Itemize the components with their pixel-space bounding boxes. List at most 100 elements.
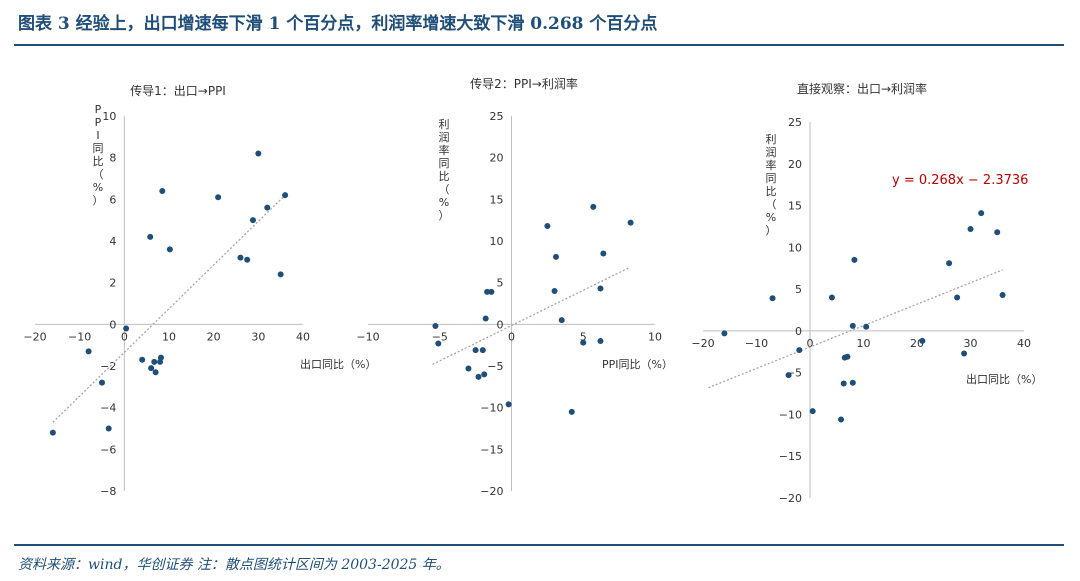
data-point: [840, 380, 847, 387]
data-point: [147, 233, 154, 240]
chart-title: 传导1：出口→PPI: [130, 83, 226, 98]
data-point: [255, 150, 262, 157]
x-tick-label: −5: [432, 330, 448, 343]
data-point: [721, 330, 728, 337]
data-point: [999, 291, 1006, 298]
data-point: [967, 225, 974, 232]
data-point: [481, 371, 488, 378]
data-point: [475, 373, 482, 380]
data-point: [994, 229, 1001, 236]
x-tick-label: −20: [23, 330, 46, 343]
y-tick-label: 0: [109, 318, 116, 331]
y-tick-label: −6: [100, 443, 116, 456]
y-tick-label: −20: [480, 485, 503, 498]
data-point: [851, 256, 858, 263]
chart-ppi-to-profit-margin: 传导2：PPI→利润率 −20 −15 −10 −5 0 5 10 15 20 25 −10 −5 0 5 1…: [356, 76, 673, 498]
x-tick-label: 0: [508, 330, 515, 343]
data-point: [148, 365, 155, 372]
regression-equation: y = 0.268x − 2.3736: [892, 173, 1028, 188]
y-tick-label: 15: [490, 193, 504, 206]
data-point: [99, 379, 105, 386]
y-tick-label: −10: [480, 402, 503, 415]
data-point: [769, 295, 776, 302]
x-tick-label: 40: [1017, 337, 1031, 350]
chart-title: 直接观察：出口→利润率: [797, 81, 927, 96]
y-axis-label: 利润率同比（%）: [439, 118, 450, 222]
footer-rule: [14, 544, 1064, 546]
y-tick-label: −20: [779, 492, 802, 505]
data-point: [482, 315, 489, 322]
data-point: [249, 217, 256, 224]
y-tick-label: 0: [497, 318, 504, 331]
data-point: [152, 369, 159, 376]
x-tick-label: −10: [356, 330, 379, 343]
x-tick-label: −10: [68, 330, 91, 343]
y-tick-label: 25: [490, 110, 504, 123]
data-point: [432, 323, 439, 329]
y-tick-label: 0: [795, 325, 802, 338]
data-point: [237, 254, 244, 261]
y-tick-label: 15: [788, 200, 802, 213]
data-point: [139, 356, 146, 363]
data-point: [849, 322, 856, 329]
data-point: [838, 416, 845, 423]
y-tick-label: 2: [109, 277, 116, 290]
data-point: [844, 353, 851, 360]
data-point: [568, 408, 575, 415]
data-point: [244, 256, 251, 263]
x-tick-label: 10: [648, 330, 662, 343]
y-tick-label: −15: [480, 443, 503, 456]
y-tick-label: 4: [109, 235, 116, 248]
data-point: [435, 340, 442, 347]
y-tick-label: −10: [779, 408, 802, 421]
data-point: [863, 323, 870, 330]
x-tick-label: 10: [162, 330, 176, 343]
y-tick-label: −8: [100, 485, 116, 498]
x-tick-label: 30: [964, 337, 978, 350]
data-point: [946, 260, 953, 267]
data-point: [123, 325, 130, 332]
y-tick-label: −15: [779, 450, 802, 463]
data-point: [961, 350, 968, 357]
y-tick-label: 5: [795, 283, 802, 296]
x-tick-label: 0: [807, 337, 814, 350]
data-point: [597, 285, 604, 292]
data-point: [159, 188, 166, 194]
y-tick-label: 5: [497, 277, 504, 290]
data-point: [558, 317, 565, 324]
x-tick-label: 20: [207, 330, 221, 343]
x-tick-label: 0: [121, 330, 128, 343]
y-tick-label: −4: [100, 402, 116, 415]
data-point: [49, 429, 56, 436]
data-point: [166, 246, 173, 253]
x-tick-label: 40: [296, 330, 310, 343]
data-point: [785, 372, 792, 379]
data-point: [479, 347, 486, 354]
data-point: [151, 358, 158, 365]
data-point: [978, 210, 985, 217]
trend-line: [708, 269, 1003, 389]
data-point: [465, 365, 472, 372]
data-point: [919, 337, 926, 344]
data-point: [597, 338, 604, 344]
data-point: [590, 203, 597, 210]
y-tick-label: 20: [490, 152, 504, 165]
y-tick-label: −5: [487, 360, 503, 373]
x-tick-label: −10: [745, 337, 768, 350]
trend-line: [52, 194, 286, 423]
figure-title: 图表 3 经验上，出口增速每下滑 1 个百分点，利润率增速大致下滑 0.268 …: [18, 14, 658, 34]
data-point: [828, 294, 835, 301]
data-point: [472, 347, 479, 354]
x-tick-label: −20: [691, 337, 714, 350]
x-axis-label: 出口同比（%）: [966, 372, 1042, 386]
data-point: [627, 219, 634, 226]
data-point: [484, 288, 491, 295]
y-axis-label: P P I 同比（%）: [93, 103, 104, 207]
data-point: [600, 250, 607, 257]
x-tick-label: 30: [251, 330, 265, 343]
x-tick-label: 5: [580, 330, 587, 343]
y-axis-label: 利润率同比（%）: [766, 133, 777, 237]
x-tick-label: 10: [857, 337, 871, 350]
